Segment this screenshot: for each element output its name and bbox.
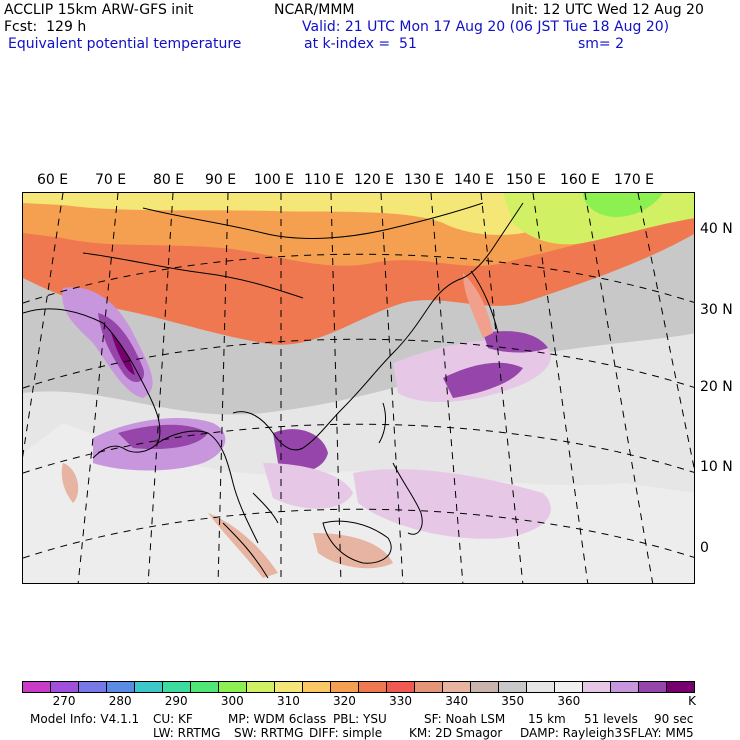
lon-label: 120 E bbox=[354, 172, 395, 188]
lon-label: 70 E bbox=[95, 172, 127, 188]
colorbar-cell bbox=[303, 682, 331, 692]
field-patch-wpac-core bbox=[443, 362, 523, 398]
org-label: NCAR/MMM bbox=[274, 2, 355, 18]
field-patch-sumatra bbox=[208, 513, 278, 578]
colorbar-cell bbox=[415, 682, 443, 692]
lon-label: 80 E bbox=[153, 172, 185, 188]
footer-pbl: PBL: YSU bbox=[333, 712, 387, 726]
footer-timestep: 90 sec bbox=[654, 712, 694, 726]
colorbar-tick-label: 320 bbox=[333, 694, 356, 708]
lon-label: 130 E bbox=[404, 172, 445, 188]
colorbar-unit: K bbox=[688, 694, 696, 708]
field-patch-sri-lanka bbox=[61, 463, 79, 503]
level-label: at k-index = 51 bbox=[304, 36, 417, 52]
colorbar-cell bbox=[583, 682, 611, 692]
colorbar-cell bbox=[191, 682, 219, 692]
lat-label: 10 N bbox=[700, 459, 733, 475]
field-name: Equivalent potential temperature bbox=[8, 36, 242, 52]
colorbar-cell bbox=[667, 682, 694, 692]
lat-label: 0 bbox=[700, 540, 709, 556]
colorbar-tick-label: 310 bbox=[276, 694, 300, 708]
colorbar-tick-label: 360 bbox=[557, 694, 581, 708]
colorbar-cell bbox=[135, 682, 163, 692]
footer-cu: CU: KF bbox=[153, 712, 193, 726]
footer-diff: DIFF: simple bbox=[309, 726, 383, 740]
colorbar-cell bbox=[499, 682, 527, 692]
lon-label: 170 E bbox=[614, 172, 655, 188]
field-patch-bay-core bbox=[118, 424, 208, 450]
colorbar-cell bbox=[387, 682, 415, 692]
colorbar-cell bbox=[79, 682, 107, 692]
colorbar-cell bbox=[359, 682, 387, 692]
theta-e-map bbox=[22, 192, 695, 584]
colorbar-cell bbox=[639, 682, 667, 692]
footer-mp: MP: WDM 6class bbox=[228, 712, 327, 726]
colorbar-cell bbox=[51, 682, 79, 692]
coastlines bbox=[23, 202, 524, 579]
footer-model-info: Model Info: V4.1.1 bbox=[30, 712, 140, 726]
field-patch-equatorial-light bbox=[353, 469, 551, 539]
lat-label: 20 N bbox=[700, 379, 733, 395]
colorbar-cell bbox=[471, 682, 499, 692]
field-patch-borneo bbox=[313, 533, 393, 569]
field-patch-south-china-sea bbox=[273, 429, 328, 472]
field-band-northeast-brightgreen bbox=[583, 193, 663, 218]
lon-label: 90 E bbox=[205, 172, 237, 188]
footer-km: KM: 2D Smagor bbox=[409, 726, 503, 740]
lon-label: 140 E bbox=[454, 172, 495, 188]
colorbar-tick-label: 270 bbox=[52, 694, 76, 708]
colorbar-cell bbox=[611, 682, 639, 692]
model-title: ACCLIP 15km ARW-GFS init bbox=[4, 2, 194, 18]
colorbar-cell bbox=[275, 682, 303, 692]
lon-label: 60 E bbox=[37, 172, 69, 188]
footer-damp: DAMP: Rayleigh3 bbox=[520, 726, 623, 740]
lon-label: 160 E bbox=[560, 172, 601, 188]
colorbar-cell bbox=[23, 682, 51, 692]
colorbar-cell bbox=[247, 682, 275, 692]
field-patch-scs-light bbox=[263, 463, 353, 509]
lon-label: 100 E bbox=[254, 172, 295, 188]
init-time: Init: 12 UTC Wed 12 Aug 20 bbox=[511, 2, 704, 18]
smoothing-label: sm= 2 bbox=[578, 36, 625, 52]
colorbar bbox=[22, 681, 695, 693]
colorbar-tick-label: 300 bbox=[220, 694, 244, 708]
lon-label: 150 E bbox=[506, 172, 547, 188]
field-patch-himalaya-peak bbox=[111, 333, 135, 375]
lat-label: 30 N bbox=[700, 302, 733, 318]
colorbar-cell bbox=[163, 682, 191, 692]
colorbar-cell bbox=[219, 682, 247, 692]
footer-sflay: SFLAY: MM5 bbox=[623, 726, 694, 740]
colorbar-tick-label: 290 bbox=[164, 694, 188, 708]
valid-time: Valid: 21 UTC Mon 17 Aug 20 (06 JST Tue … bbox=[302, 19, 670, 35]
graticule bbox=[23, 193, 694, 583]
colorbar-cell bbox=[555, 682, 583, 692]
footer-sw: SW: RRTMG bbox=[234, 726, 304, 740]
lat-label: 40 N bbox=[700, 221, 733, 237]
colorbar-cell bbox=[527, 682, 555, 692]
footer-lw: LW: RRTMG bbox=[153, 726, 221, 740]
colorbar-cell bbox=[443, 682, 471, 692]
lon-label: 110 E bbox=[304, 172, 345, 188]
footer-resolution: 15 km bbox=[528, 712, 566, 726]
footer-sf: SF: Noah LSM bbox=[424, 712, 506, 726]
colorbar-tick-label: 340 bbox=[445, 694, 469, 708]
field-patch-japan bbox=[463, 273, 493, 338]
colorbar-tick-label: 350 bbox=[501, 694, 525, 708]
colorbar-tick-label: 330 bbox=[389, 694, 413, 708]
colorbar-tick-label: 280 bbox=[108, 694, 132, 708]
footer-levels: 51 levels bbox=[584, 712, 638, 726]
colorbar-cell bbox=[331, 682, 359, 692]
map-canvas bbox=[23, 193, 694, 583]
forecast-hour: Fcst: 129 h bbox=[4, 19, 87, 35]
colorbar-cell bbox=[107, 682, 135, 692]
